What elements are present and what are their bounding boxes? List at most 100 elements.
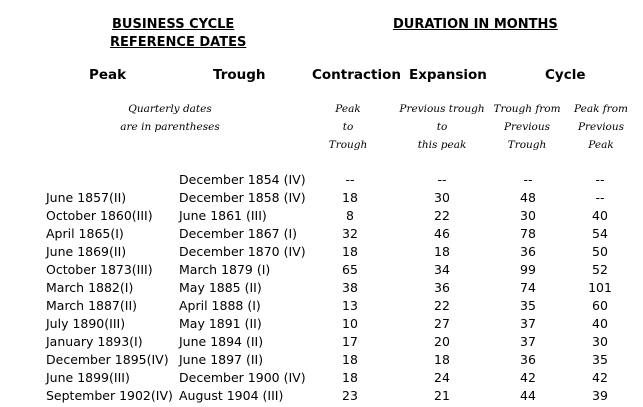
cell-cycle-trough: -- bbox=[523, 172, 533, 187]
cell-cycle-peak: 40 bbox=[592, 316, 608, 331]
cell-cycle-peak: 39 bbox=[592, 388, 608, 403]
cell-expansion: 21 bbox=[434, 388, 450, 403]
cell-cycle-peak: 54 bbox=[592, 226, 608, 241]
cell-cycle-peak: -- bbox=[595, 172, 605, 187]
subheader-expansion-line3: this peak bbox=[417, 139, 467, 151]
cell-trough: June 1894 (II) bbox=[179, 334, 264, 349]
cell-cycle-trough: 74 bbox=[520, 280, 536, 295]
cell-peak: October 1873(III) bbox=[46, 262, 153, 277]
cell-trough: May 1885 (II) bbox=[179, 280, 262, 295]
cell-cycle-peak: 42 bbox=[592, 370, 608, 385]
cell-contraction: 65 bbox=[342, 262, 358, 277]
cell-contraction: 10 bbox=[342, 316, 358, 331]
header-trough: Trough bbox=[213, 67, 266, 83]
cell-cycle-peak: 40 bbox=[592, 208, 608, 223]
subheader-cycle-trough: Trough from Previous Trough bbox=[492, 100, 562, 154]
cell-peak: April 1865(I) bbox=[46, 226, 124, 241]
cell-peak: October 1860(III) bbox=[46, 208, 153, 223]
subheader-expansion-line2: to bbox=[436, 121, 448, 133]
cell-trough: December 1870 (IV) bbox=[179, 244, 306, 259]
subheader-contraction-line2: to bbox=[342, 121, 354, 133]
cell-expansion: 34 bbox=[434, 262, 450, 277]
subheader-quarterly-line1: Quarterly dates bbox=[128, 103, 212, 115]
cell-expansion: 22 bbox=[434, 208, 450, 223]
cell-trough: June 1861 (III) bbox=[179, 208, 267, 223]
header-contraction: Contraction bbox=[312, 67, 401, 83]
subheader-contraction-line3: Trough bbox=[328, 139, 368, 151]
cell-contraction: 18 bbox=[342, 370, 358, 385]
cell-contraction: 18 bbox=[342, 190, 358, 205]
title-business-cycle: BUSINESS CYCLE bbox=[112, 17, 235, 32]
title-duration-in-months: DURATION IN MONTHS bbox=[393, 17, 558, 32]
cell-trough: December 1858 (IV) bbox=[179, 190, 306, 205]
cell-contraction: 38 bbox=[342, 280, 358, 295]
cell-trough: December 1900 (IV) bbox=[179, 370, 306, 385]
cell-trough: December 1854 (IV) bbox=[179, 172, 306, 187]
cell-expansion: 22 bbox=[434, 298, 450, 313]
cell-cycle-trough: 99 bbox=[520, 262, 536, 277]
cell-contraction: 17 bbox=[342, 334, 358, 349]
cell-expansion: -- bbox=[437, 172, 447, 187]
subheader-cycle-peak-line1: Peak from bbox=[574, 103, 628, 115]
cell-expansion: 24 bbox=[434, 370, 450, 385]
cell-expansion: 30 bbox=[434, 190, 450, 205]
cell-cycle-trough: 36 bbox=[520, 244, 536, 259]
cell-peak: June 1899(III) bbox=[46, 370, 130, 385]
subheader-contraction: Peak to Trough bbox=[323, 100, 373, 154]
subheader-contraction-line1: Peak bbox=[335, 103, 361, 115]
cell-contraction: 13 bbox=[342, 298, 358, 313]
cell-cycle-peak: 60 bbox=[592, 298, 608, 313]
subheader-cycle-trough-line1: Trough from bbox=[493, 103, 561, 115]
cell-cycle-trough: 48 bbox=[520, 190, 536, 205]
cell-expansion: 20 bbox=[434, 334, 450, 349]
cell-expansion: 46 bbox=[434, 226, 450, 241]
cell-peak: July 1890(III) bbox=[46, 316, 126, 331]
subheader-quarterly-note: Quarterly dates are in parentheses bbox=[110, 100, 230, 136]
subheader-cycle-trough-line2: Previous bbox=[503, 121, 551, 133]
header-cycle: Cycle bbox=[545, 67, 586, 83]
cell-cycle-trough: 78 bbox=[520, 226, 536, 241]
cell-peak: March 1882(I) bbox=[46, 280, 134, 295]
cell-peak: March 1887(II) bbox=[46, 298, 138, 313]
cell-expansion: 18 bbox=[434, 352, 450, 367]
subheader-quarterly-line2: are in parentheses bbox=[120, 121, 220, 133]
cell-expansion: 36 bbox=[434, 280, 450, 295]
subheader-expansion-line1: Previous trough bbox=[399, 103, 485, 115]
cell-trough: December 1867 (I) bbox=[179, 226, 298, 241]
cell-peak: September 1902(IV) bbox=[46, 388, 173, 403]
cell-cycle-peak: 52 bbox=[592, 262, 608, 277]
cell-cycle-trough: 36 bbox=[520, 352, 536, 367]
cell-expansion: 18 bbox=[434, 244, 450, 259]
cell-trough: May 1891 (II) bbox=[179, 316, 262, 331]
cell-peak: January 1893(I) bbox=[46, 334, 143, 349]
cell-cycle-trough: 42 bbox=[520, 370, 536, 385]
cell-cycle-peak: 101 bbox=[588, 280, 612, 295]
subheader-cycle-peak: Peak from Previous Peak bbox=[570, 100, 632, 154]
cell-trough: March 1879 (I) bbox=[179, 262, 271, 277]
cell-cycle-trough: 37 bbox=[520, 316, 536, 331]
cell-expansion: 27 bbox=[434, 316, 450, 331]
cell-contraction: 18 bbox=[342, 244, 358, 259]
header-expansion: Expansion bbox=[409, 67, 487, 83]
cell-cycle-trough: 44 bbox=[520, 388, 536, 403]
cell-peak: June 1857(II) bbox=[46, 190, 127, 205]
cell-trough: August 1904 (III) bbox=[179, 388, 284, 403]
cell-cycle-peak: 30 bbox=[592, 334, 608, 349]
header-peak: Peak bbox=[89, 67, 127, 83]
subheader-expansion: Previous trough to this peak bbox=[398, 100, 486, 154]
cell-trough: June 1897 (II) bbox=[179, 352, 264, 367]
cell-cycle-trough: 37 bbox=[520, 334, 536, 349]
cell-cycle-trough: 30 bbox=[520, 208, 536, 223]
subheader-cycle-trough-line3: Trough bbox=[507, 139, 547, 151]
cell-contraction: -- bbox=[345, 172, 355, 187]
cell-cycle-peak: -- bbox=[595, 190, 605, 205]
subheader-cycle-peak-line3: Peak bbox=[588, 139, 614, 151]
subheader-cycle-peak-line2: Previous bbox=[577, 121, 625, 133]
cell-cycle-peak: 35 bbox=[592, 352, 608, 367]
cell-contraction: 23 bbox=[342, 388, 358, 403]
cell-peak: December 1895(IV) bbox=[46, 352, 169, 367]
cell-contraction: 8 bbox=[346, 208, 354, 223]
cell-contraction: 32 bbox=[342, 226, 358, 241]
title-reference-dates: REFERENCE DATES bbox=[110, 35, 247, 50]
cell-trough: April 1888 (I) bbox=[179, 298, 261, 313]
